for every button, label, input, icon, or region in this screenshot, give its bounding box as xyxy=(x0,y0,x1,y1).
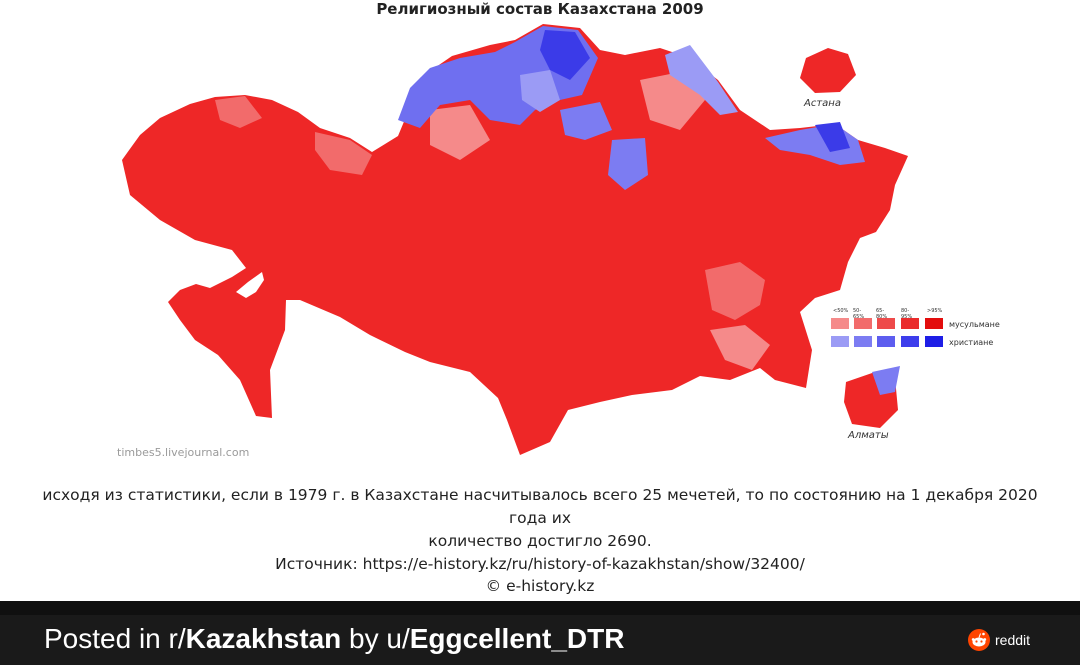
kazakhstan-map-graphic xyxy=(122,24,908,455)
posted-prefix: Posted in r/ xyxy=(44,623,186,654)
kazakhstan-territory xyxy=(122,24,908,455)
almaty-label: Алматы xyxy=(848,430,889,441)
legend-swatch-christian-4 xyxy=(901,336,919,347)
legend-swatch-christian-2 xyxy=(854,336,872,347)
religion-map: Религиозный состав Казахстана 2009 Астан… xyxy=(117,0,1000,459)
watermark: timbes5.livejournal.com xyxy=(117,446,250,459)
reddit-wordmark: reddit xyxy=(995,632,1031,648)
legend-swatch-christian-1 xyxy=(831,336,849,347)
legend-swatch-muslim-5 xyxy=(925,318,943,329)
posted-by: by u/ xyxy=(341,623,410,654)
subreddit-link[interactable]: Kazakhstan xyxy=(185,623,342,654)
legend-category-label: 50-65% xyxy=(853,308,865,320)
legend-category-label: <50% xyxy=(833,308,849,314)
source-block: Источник: https://e-history.kz/ru/histor… xyxy=(0,553,1080,597)
legend-swatch-christian-5 xyxy=(925,336,943,347)
legend-swatch-muslim-3 xyxy=(877,318,895,329)
legend-label-christians: христиане xyxy=(949,338,994,347)
reddit-footer: Posted in r/Kazakhstan by u/Eggcellent_D… xyxy=(0,601,1080,665)
posted-in-text: Posted in r/Kazakhstan by u/Eggcellent_D… xyxy=(44,623,624,655)
legend-swatch-christian-3 xyxy=(877,336,895,347)
reddit-logo[interactable]: reddit xyxy=(968,629,1030,651)
legend-category-label: 80-95% xyxy=(901,308,913,320)
legend-category-label: >95% xyxy=(927,308,943,314)
footer-band xyxy=(0,601,1080,615)
map-title: Религиозный состав Казахстана 2009 xyxy=(376,0,704,18)
caption-line-1: исходя из статистики, если в 1979 г. в К… xyxy=(42,486,1038,527)
astana-label: Астана xyxy=(804,98,841,109)
username-link[interactable]: Eggcellent_DTR xyxy=(409,623,625,654)
caption-text: исходя из статистики, если в 1979 г. в К… xyxy=(30,484,1050,553)
caption-line-2: количество достигло 2690. xyxy=(428,532,652,550)
source-link[interactable]: Источник: https://e-history.kz/ru/histor… xyxy=(275,555,805,573)
legend-swatch-muslim-2 xyxy=(854,318,872,329)
legend-swatch-muslim-1 xyxy=(831,318,849,329)
legend-category-label: 65-80% xyxy=(876,308,888,320)
legend-swatch-muslim-4 xyxy=(901,318,919,329)
legend-label-muslims: мусульмане xyxy=(949,320,1000,329)
reddit-alien-icon xyxy=(968,629,990,651)
copyright: © e-history.kz xyxy=(485,577,595,595)
astana-inset xyxy=(800,48,856,93)
